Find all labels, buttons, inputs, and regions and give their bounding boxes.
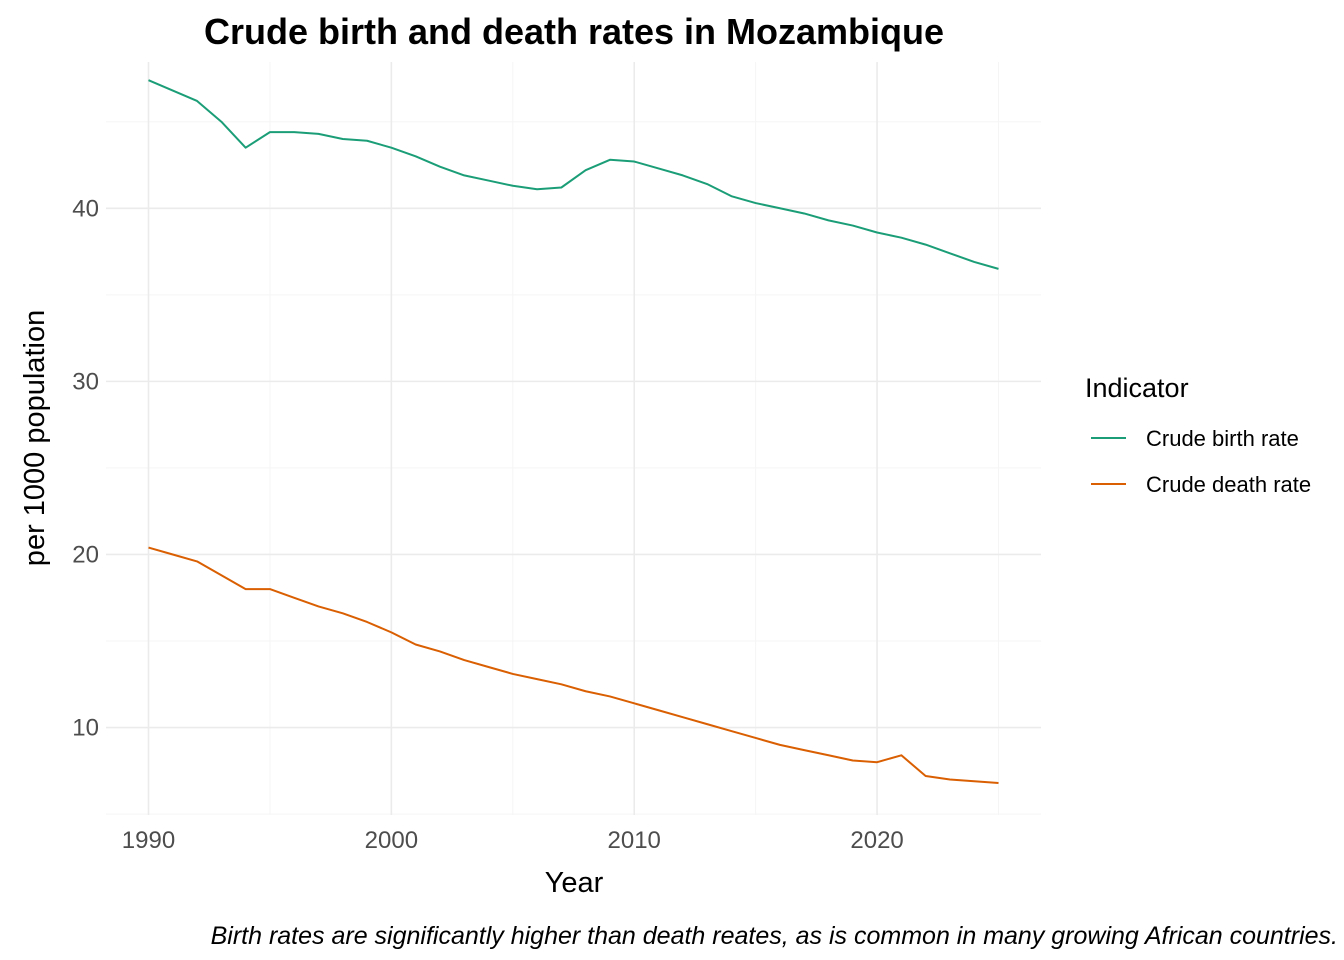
x-tick-label: 2020	[850, 827, 903, 854]
legend-label: Crude birth rate	[1146, 426, 1299, 451]
y-tick-label: 20	[72, 541, 99, 568]
x-tick-label: 2010	[608, 827, 661, 854]
grid	[106, 62, 1041, 815]
legend-label: Crude death rate	[1146, 472, 1311, 497]
legend-title: Indicator	[1085, 373, 1189, 403]
x-tick-labels: 1990 2000 2010 2020	[122, 827, 904, 854]
x-tick-label: 1990	[122, 827, 175, 854]
series-line	[148, 546, 999, 784]
plot-lines	[148, 79, 999, 784]
y-tick-label: 10	[72, 715, 99, 742]
y-tick-label: 30	[72, 368, 99, 395]
y-axis-title: per 1000 population	[19, 310, 51, 566]
chart-title: Crude birth and death rates in Mozambiqu…	[204, 11, 944, 52]
x-tick-label: 2000	[365, 827, 418, 854]
y-tick-label: 40	[72, 195, 99, 222]
chart-caption: Birth rates are significantly higher tha…	[211, 922, 1338, 950]
legend: Crude birth rate Crude death rate	[1091, 426, 1311, 497]
y-tick-labels: 10 20 30 40	[72, 195, 99, 741]
x-axis-title: Year	[545, 867, 604, 899]
series-line	[148, 79, 999, 270]
